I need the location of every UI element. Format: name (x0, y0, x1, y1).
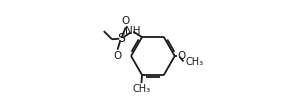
Text: O: O (122, 16, 130, 26)
Text: CH₃: CH₃ (132, 84, 151, 94)
Text: NH: NH (125, 26, 141, 36)
Text: O: O (113, 51, 122, 61)
Text: S: S (117, 32, 125, 45)
Text: CH₃: CH₃ (185, 57, 203, 67)
Text: O: O (178, 51, 186, 61)
